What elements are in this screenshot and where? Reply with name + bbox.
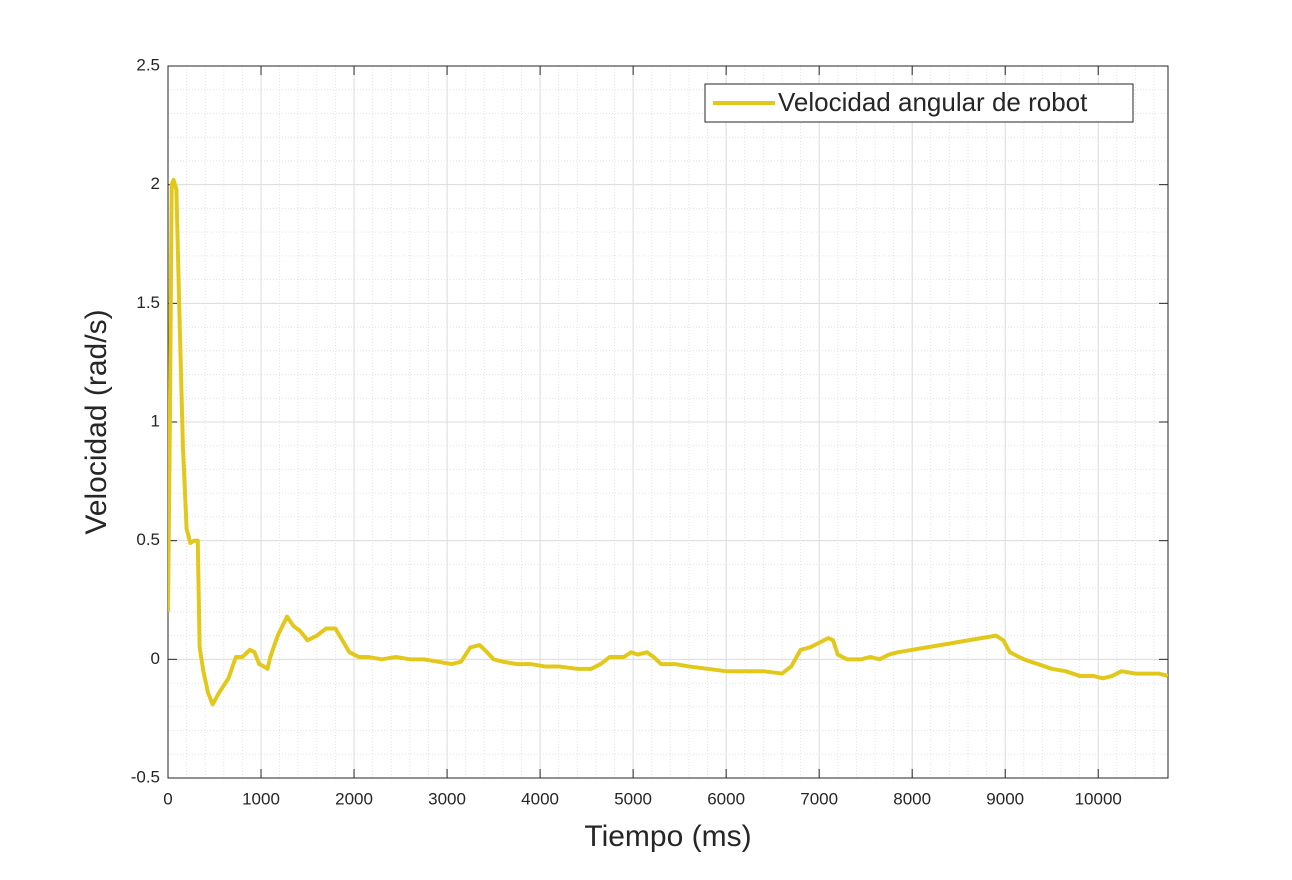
x-tick-label: 9000 xyxy=(986,789,1024,808)
x-tick-label: 5000 xyxy=(614,789,652,808)
y-tick-label: 0 xyxy=(151,649,160,668)
y-tick-label: 2.5 xyxy=(136,55,160,74)
y-tick-label: 0.5 xyxy=(136,530,160,549)
x-tick-label: 4000 xyxy=(521,789,559,808)
x-tick-label: 8000 xyxy=(893,789,931,808)
y-tick-label: 2 xyxy=(151,174,160,193)
x-tick-label: 0 xyxy=(163,789,172,808)
x-tick-label: 2000 xyxy=(335,789,373,808)
legend-box xyxy=(704,83,1134,123)
x-axis-label: Tiempo (ms) xyxy=(584,820,751,853)
y-axis-label: Velocidad (rad/s) xyxy=(80,309,113,534)
x-tick-label: 3000 xyxy=(428,789,466,808)
y-tick-label: -0.5 xyxy=(131,767,160,786)
line-series xyxy=(168,177,1168,707)
y-tick-label: 1.5 xyxy=(136,293,160,312)
legend-label: Velocidad angular de robot xyxy=(778,87,1088,117)
x-tick-label: 10000 xyxy=(1075,789,1122,808)
y-tick-label: 1 xyxy=(151,411,160,430)
x-tick-label: 6000 xyxy=(707,789,745,808)
x-tick-label: 1000 xyxy=(242,789,280,808)
x-tick-label: 7000 xyxy=(800,789,838,808)
